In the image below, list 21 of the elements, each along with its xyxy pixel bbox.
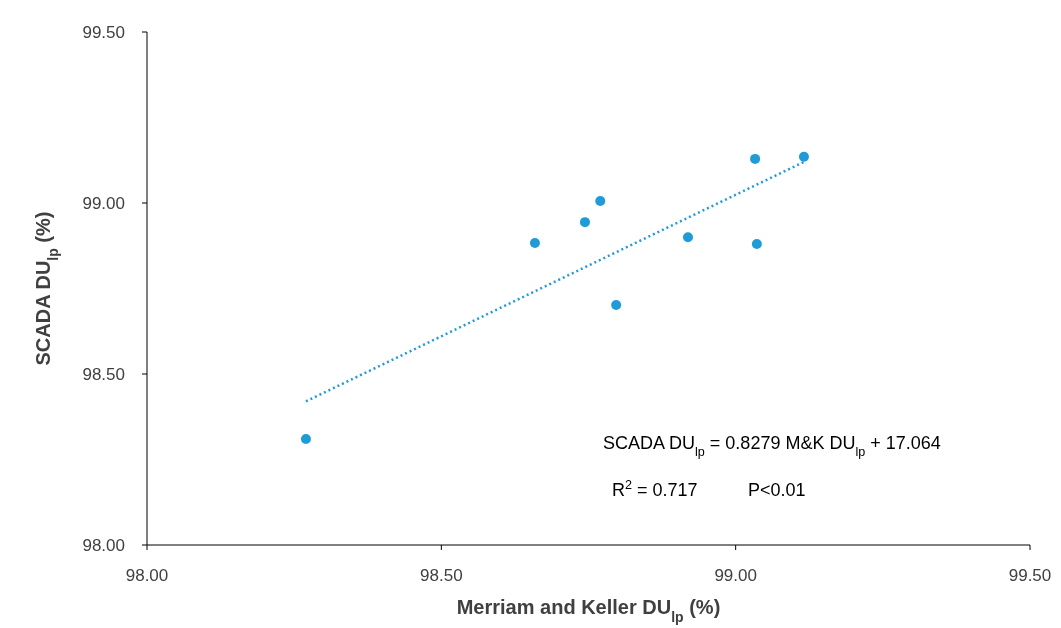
point [300, 433, 311, 444]
point [798, 151, 809, 162]
y-tick-label: 98.50 [82, 365, 125, 384]
point [529, 238, 540, 249]
point [682, 232, 693, 243]
x-tick-label: 98.50 [420, 566, 463, 585]
x-axis-title: Merriam and Keller DU$_{lp}$ (%) [456, 596, 721, 625]
point [750, 153, 761, 164]
point [595, 195, 606, 206]
y-tick-label: 99.00 [82, 194, 125, 213]
annotation: P<0.01 [748, 480, 806, 500]
y-tick-label: 98.00 [82, 536, 125, 555]
annotation: SCADA DU$_{lp}$ = 0.8279 M&K DU$_{lp}$ + 17.064 [603, 433, 941, 459]
point [751, 239, 762, 250]
point [611, 299, 622, 310]
point [579, 217, 590, 228]
annotation: R$^{2}$ = 0.717 [612, 478, 698, 500]
y-tick-label: 99.50 [82, 23, 125, 42]
x-tick-label: 98.00 [125, 566, 169, 585]
x-tick-label: 99.50 [1008, 566, 1052, 585]
x-tick-label: 99.00 [714, 566, 757, 585]
